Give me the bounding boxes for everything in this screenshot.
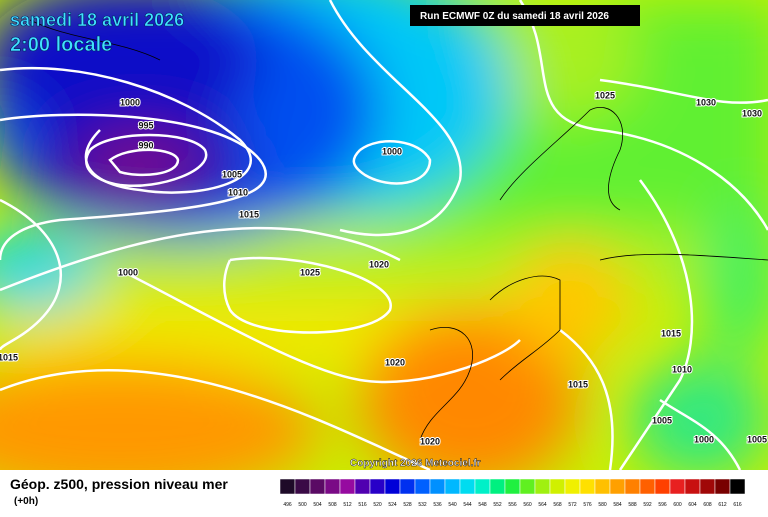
- colorbar-label: 500: [298, 502, 307, 508]
- colorbar-label: 596: [658, 502, 667, 508]
- isobar-label: 1025: [300, 267, 320, 277]
- isobar-label: 1015: [661, 328, 681, 338]
- colorbar-label: 564: [538, 502, 547, 508]
- isobar-label: 1010: [228, 187, 248, 197]
- colorbar-swatch: [639, 478, 656, 495]
- colorbar-label: 576: [583, 502, 592, 508]
- colorbar-swatch: [594, 478, 611, 495]
- isobar-label: 1005: [652, 415, 672, 425]
- colorbar-label: 556: [508, 502, 517, 508]
- colorbar-label: 552: [493, 502, 502, 508]
- isobar-label: 1020: [385, 357, 405, 367]
- colorbar-label: 532: [418, 502, 427, 508]
- legend-title: Géop. z500, pression niveau mer: [10, 476, 228, 492]
- colorbar-swatch: [339, 478, 356, 495]
- colorbar-swatch: [534, 478, 551, 495]
- isobar-label: 1020: [369, 259, 389, 269]
- isobars: [0, 0, 768, 470]
- copyright: Copyright 2026 Meteociel.fr: [350, 458, 481, 469]
- colorbar-swatch: [714, 478, 731, 495]
- coastlines: [29, 19, 768, 441]
- isobar-label: 990: [138, 140, 153, 150]
- colorbar: 496 500 504 508 512 516 520 524 528 532 536 540 544 5…: [279, 478, 746, 508]
- colorbar-swatch: [444, 478, 461, 495]
- colorbar-label: 548: [478, 502, 487, 508]
- colorbar-label: 584: [613, 502, 622, 508]
- colorbar-label: 536: [433, 502, 442, 508]
- colorbar-swatch: [384, 478, 401, 495]
- isobar-label: 1000: [694, 434, 714, 444]
- colorbar-label: 612: [718, 502, 727, 508]
- colorbar-label: 572: [568, 502, 577, 508]
- colorbar-swatch: [429, 478, 446, 495]
- colorbar-label: 524: [388, 502, 397, 508]
- colorbar-swatch: [654, 478, 671, 495]
- colorbar-label: 580: [598, 502, 607, 508]
- isobar-label: 1025: [595, 90, 615, 100]
- colorbar-swatch: [624, 478, 641, 495]
- colorbar-label: 508: [328, 502, 337, 508]
- colorbar-label: 516: [358, 502, 367, 508]
- colorbar-label: 520: [373, 502, 382, 508]
- colorbar-swatch: [669, 478, 686, 495]
- colorbar-swatch: [549, 478, 566, 495]
- colorbar-swatch: [579, 478, 596, 495]
- colorbar-label: 604: [688, 502, 697, 508]
- colorbar-label: 592: [643, 502, 652, 508]
- run-label: Run ECMWF 0Z du samedi 18 avril 2026: [420, 11, 609, 22]
- colorbar-label: 512: [343, 502, 352, 508]
- colorbar-swatch: [399, 478, 416, 495]
- isobar-label: 1015: [0, 352, 18, 362]
- isobar-label: 1030: [742, 108, 762, 118]
- isobar-label: 1005: [747, 434, 767, 444]
- colorbar-swatch: [729, 478, 746, 495]
- isobar-label: 1015: [239, 209, 259, 219]
- colorbar-swatch: [519, 478, 536, 495]
- colorbar-swatch: [474, 478, 491, 495]
- colorbar-swatch: [684, 478, 701, 495]
- date-label: samedi 18 avril 2026: [10, 10, 184, 30]
- legend-step: (+0h): [14, 496, 38, 507]
- time-label: 2:00 locale: [10, 34, 112, 56]
- colorbar-label: 504: [313, 502, 322, 508]
- colorbar-swatch: [699, 478, 716, 495]
- colorbar-label: 600: [673, 502, 682, 508]
- isobar-label: 1000: [382, 146, 402, 156]
- colorbar-swatch: [489, 478, 506, 495]
- isobar-label: 1015: [568, 379, 588, 389]
- colorbar-swatch: [414, 478, 431, 495]
- colorbar-label: 616: [733, 502, 742, 508]
- colorbar-swatch: [294, 478, 311, 495]
- colorbar-swatch: [504, 478, 521, 495]
- isobar-label: 1010: [672, 364, 692, 374]
- isobar-label: 1020: [420, 436, 440, 446]
- run-box: [410, 5, 640, 26]
- colorbar-label: 608: [703, 502, 712, 508]
- isobar-labels: 1000 995 990 1005 1010 1015 1000 1025 1020 1000 10…: [0, 89, 768, 447]
- colorbar-label: 528: [403, 502, 412, 508]
- colorbar-label: 544: [463, 502, 472, 508]
- isobar-label: 1000: [118, 267, 138, 277]
- colorbar-label: 496: [283, 502, 292, 508]
- colorbar-swatch: [564, 478, 581, 495]
- isobar-label: 995: [138, 120, 153, 130]
- isobar-label: 1000: [120, 97, 140, 107]
- isobar-label: 1030: [696, 97, 716, 107]
- colorbar-swatch: [324, 478, 341, 495]
- colorbar-label: 568: [553, 502, 562, 508]
- colorbar-swatch: [609, 478, 626, 495]
- colorbar-swatch: [459, 478, 476, 495]
- colorbar-swatch: [354, 478, 371, 495]
- colorbar-label: 560: [523, 502, 532, 508]
- colorbar-swatch: [309, 478, 326, 495]
- map-field: [0, 0, 768, 470]
- isobar-label: 1005: [222, 169, 242, 179]
- colorbar-swatch: [279, 478, 296, 495]
- colorbar-label: 540: [448, 502, 457, 508]
- colorbar-swatch: [369, 478, 386, 495]
- colorbar-label: 588: [628, 502, 637, 508]
